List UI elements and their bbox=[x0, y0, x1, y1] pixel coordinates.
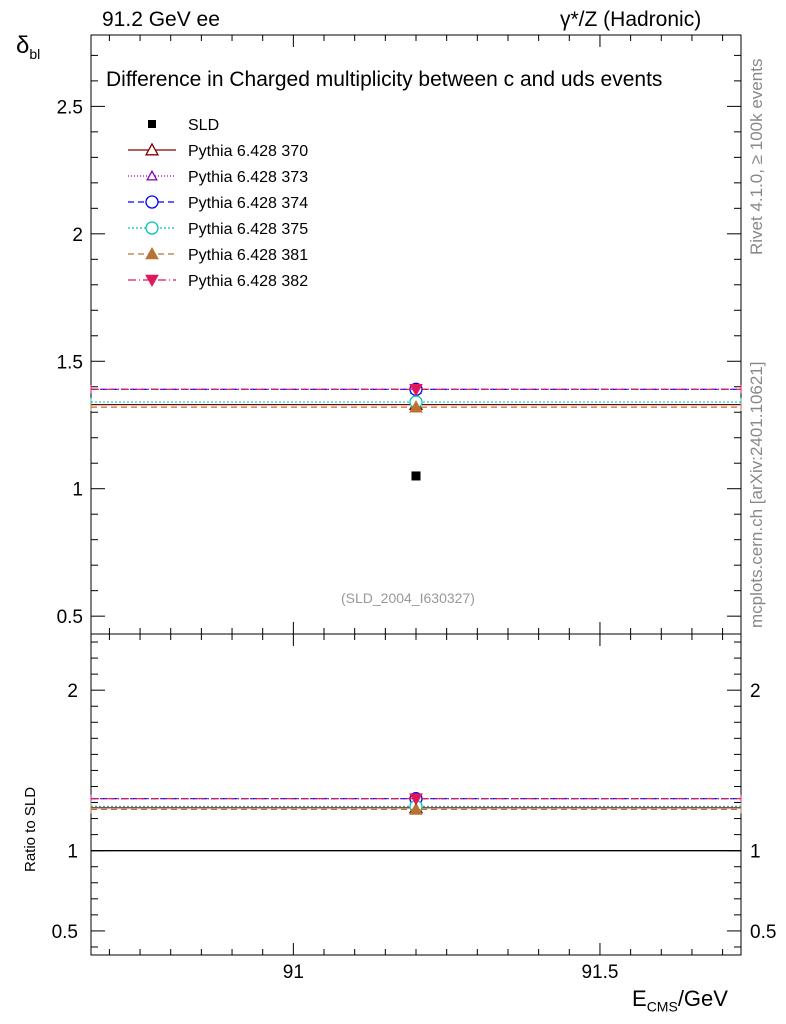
ratio-y-tick-label-right: 0.5 bbox=[750, 922, 776, 943]
main-point-pythia-6-428-381 bbox=[409, 400, 423, 413]
y-axis-label-sub: bl bbox=[29, 45, 41, 62]
x-axis-label-sub: CMS bbox=[646, 998, 678, 1015]
header-left: 91.2 GeV ee bbox=[102, 8, 220, 31]
main-y-tick-label: 1.5 bbox=[57, 352, 83, 373]
data-point-sld bbox=[411, 471, 421, 481]
y-axis-label-main: δ bbox=[16, 32, 30, 59]
analysis-tag: (SLD_2004_I630327) bbox=[341, 590, 475, 606]
legend-marker-pythia-6-428-373 bbox=[146, 169, 158, 181]
ratio-y-tick-label: 0.5 bbox=[52, 922, 78, 943]
legend-label-pythia-6-428-381: Pythia 6.428 381 bbox=[188, 247, 308, 264]
ratio-point-pythia-6-428-382 bbox=[409, 793, 423, 806]
legend-marker-pythia-6-428-381 bbox=[145, 246, 159, 260]
x-axis-label: ECMS/GeV bbox=[632, 986, 728, 1014]
ratio-y-tick-label: 1 bbox=[67, 842, 78, 863]
legend-label-sld: SLD bbox=[188, 117, 219, 134]
ratio-point-pythia-6-428-381 bbox=[409, 802, 423, 815]
mcplots-label: mcplots.cern.ch [arXiv:2401.10621] bbox=[747, 361, 766, 628]
legend-marker-pythia-6-428-374 bbox=[145, 195, 159, 209]
legend-label-pythia-6-428-374: Pythia 6.428 374 bbox=[188, 195, 308, 212]
x-axis-label-main: E bbox=[632, 986, 647, 1011]
legend-label-pythia-6-428-382: Pythia 6.428 382 bbox=[188, 273, 308, 290]
x-tick-label: 91 bbox=[283, 962, 304, 983]
main-point-pythia-6-428-382 bbox=[409, 384, 423, 397]
ratio-y-tick-label-right: 2 bbox=[750, 681, 761, 702]
y-axis-label: δbl bbox=[16, 32, 40, 62]
legend-marker-sld bbox=[148, 120, 156, 128]
main-y-tick-label: 2.5 bbox=[57, 97, 83, 118]
legend-marker-pythia-6-428-375 bbox=[145, 221, 159, 235]
x-axis-label-unit: /GeV bbox=[677, 986, 728, 1011]
ratio-y-tick-label: 2 bbox=[67, 681, 78, 702]
main-y-tick-label: 2 bbox=[72, 225, 83, 246]
legend-marker-pythia-6-428-370 bbox=[144, 142, 160, 156]
chart-title: Difference in Charged multiplicity betwe… bbox=[106, 68, 663, 91]
x-tick-label: 91.5 bbox=[581, 962, 618, 983]
legend-label-pythia-6-428-373: Pythia 6.428 373 bbox=[188, 169, 308, 186]
legend-marker-pythia-6-428-382 bbox=[145, 274, 159, 288]
main-y-tick-label: 1 bbox=[72, 480, 83, 501]
ratio-y-axis-label: Ratio to SLD bbox=[22, 786, 39, 872]
rivet-version-label: Rivet 4.1.0, ≥ 100k events bbox=[747, 58, 766, 255]
main-y-tick-label: 0.5 bbox=[57, 607, 83, 628]
legend-label-pythia-6-428-370: Pythia 6.428 370 bbox=[188, 143, 308, 160]
legend-label-pythia-6-428-375: Pythia 6.428 375 bbox=[188, 221, 308, 238]
ratio-y-tick-label-right: 1 bbox=[750, 842, 761, 863]
header-right: γ*/Z (Hadronic) bbox=[560, 8, 702, 31]
